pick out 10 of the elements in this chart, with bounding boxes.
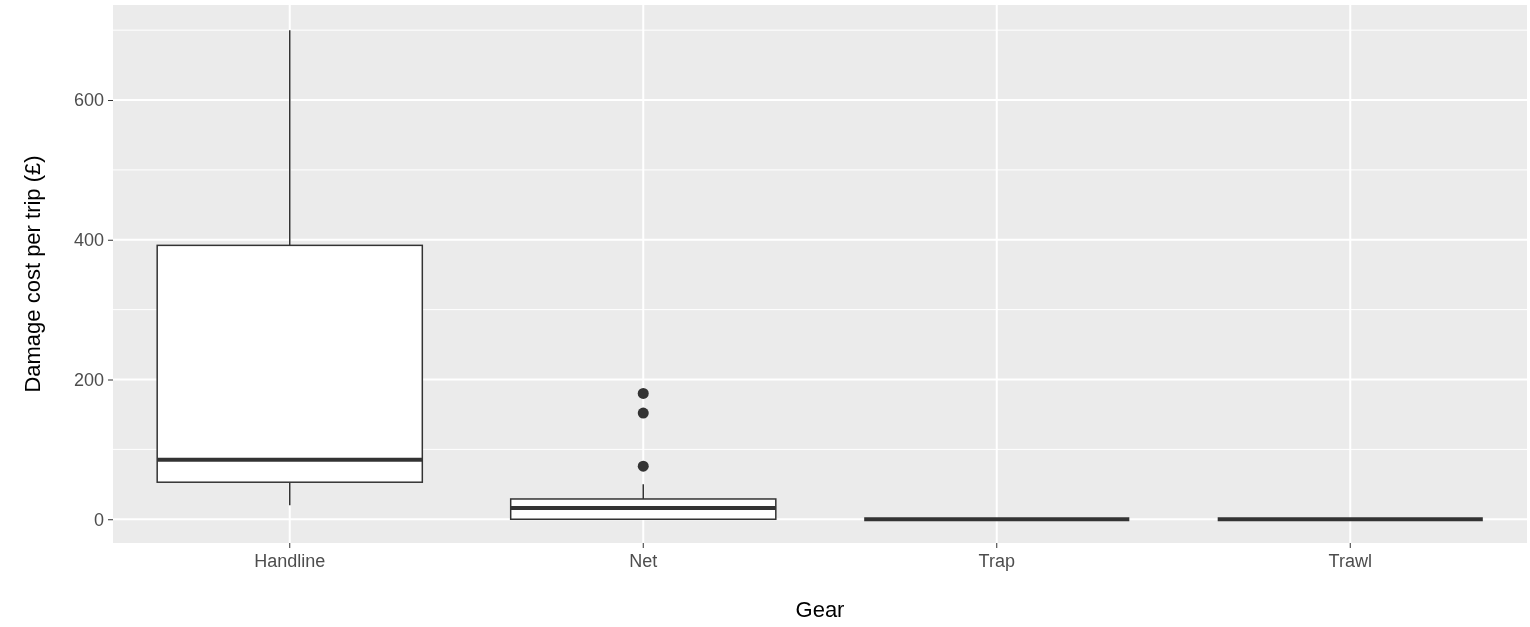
y-tick-label: 200 <box>73 369 104 390</box>
y-axis-title: Damage cost per trip (£) <box>20 155 45 393</box>
x-axis-title: Gear <box>795 597 845 622</box>
y-tick-label: 0 <box>93 509 104 530</box>
x-tick-label: Net <box>629 550 658 571</box>
x-tick-label: Trawl <box>1328 550 1372 571</box>
x-tick-label: Handline <box>254 550 326 571</box>
y-tick-label: 600 <box>73 90 104 111</box>
y-tick-label: 400 <box>73 230 104 251</box>
x-tick-label: Trap <box>978 550 1015 571</box>
